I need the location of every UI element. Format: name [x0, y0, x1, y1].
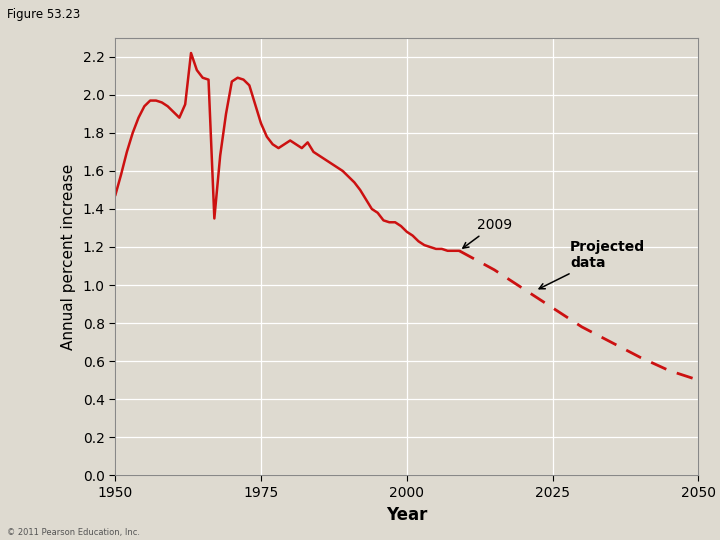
Y-axis label: Annual percent increase: Annual percent increase — [60, 164, 76, 349]
Text: 2009: 2009 — [463, 218, 512, 248]
X-axis label: Year: Year — [386, 506, 428, 524]
Text: © 2011 Pearson Education, Inc.: © 2011 Pearson Education, Inc. — [7, 528, 140, 537]
Text: Figure 53.23: Figure 53.23 — [7, 8, 81, 21]
Text: Projected
data: Projected data — [539, 240, 645, 289]
